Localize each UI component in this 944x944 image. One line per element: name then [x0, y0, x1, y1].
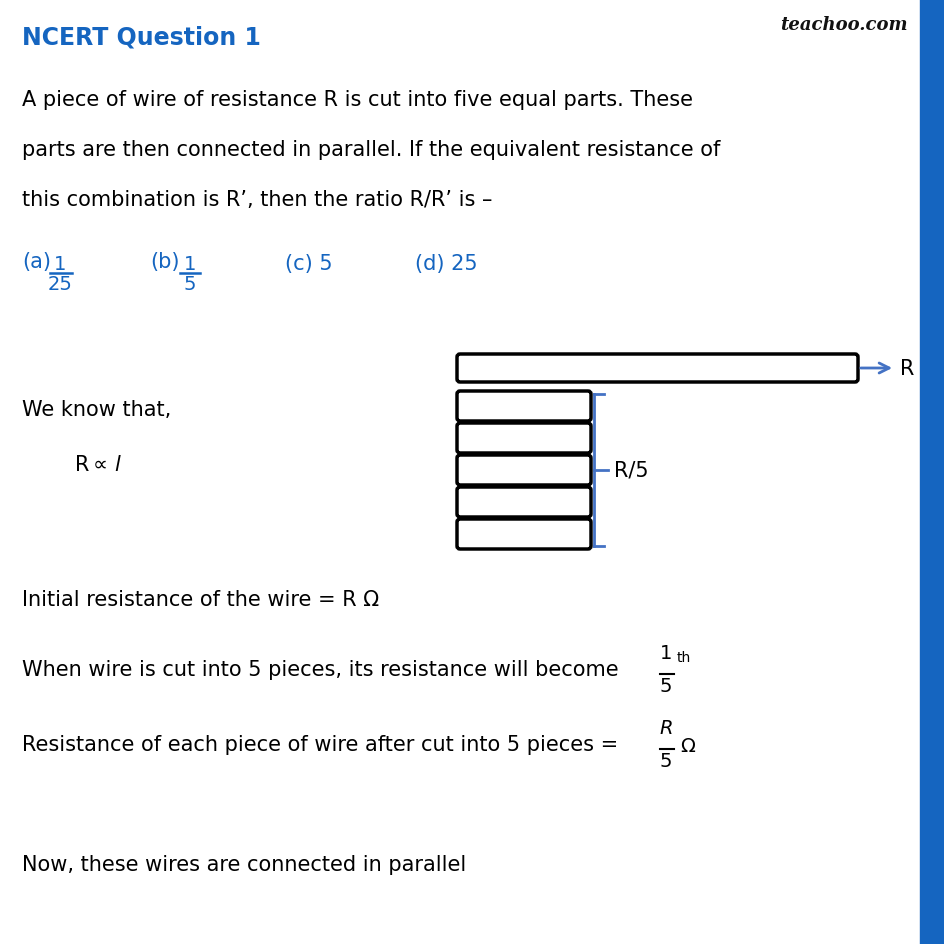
Text: parts are then connected in parallel. If the equivalent resistance of: parts are then connected in parallel. If…	[22, 140, 719, 160]
FancyBboxPatch shape	[457, 487, 590, 517]
FancyBboxPatch shape	[457, 456, 590, 485]
Text: Resistance of each piece of wire after cut into 5 pieces =: Resistance of each piece of wire after c…	[22, 734, 624, 754]
Text: (a): (a)	[22, 252, 51, 272]
Text: 1: 1	[184, 255, 196, 274]
FancyBboxPatch shape	[457, 392, 590, 422]
Text: ∝: ∝	[93, 454, 108, 475]
Text: A piece of wire of resistance R is cut into five equal parts. These: A piece of wire of resistance R is cut i…	[22, 90, 692, 110]
Text: R: R	[75, 454, 96, 475]
Text: 1: 1	[54, 255, 66, 274]
Text: When wire is cut into 5 pieces, its resistance will become: When wire is cut into 5 pieces, its resi…	[22, 659, 625, 680]
Text: 5: 5	[659, 751, 671, 770]
Text: 5: 5	[183, 275, 196, 294]
Text: th: th	[676, 650, 690, 665]
FancyBboxPatch shape	[457, 519, 590, 549]
FancyBboxPatch shape	[457, 355, 857, 382]
Text: (c) 5: (c) 5	[285, 254, 332, 274]
Text: 1: 1	[659, 643, 671, 663]
FancyBboxPatch shape	[457, 424, 590, 453]
Text: l: l	[114, 454, 120, 475]
Text: We know that,: We know that,	[22, 399, 171, 419]
Text: 25: 25	[47, 275, 73, 294]
Text: this combination is R’, then the ratio R/R’ is –: this combination is R’, then the ratio R…	[22, 190, 492, 210]
Text: R/5: R/5	[614, 461, 648, 480]
Text: Initial resistance of the wire = R Ω: Initial resistance of the wire = R Ω	[22, 589, 379, 610]
Bar	[919, 0, 944, 944]
Text: teachoo.com: teachoo.com	[780, 16, 907, 34]
Text: R: R	[659, 718, 672, 737]
Text: NCERT Question 1: NCERT Question 1	[22, 26, 261, 50]
Text: R: R	[899, 359, 914, 379]
Text: Ω: Ω	[680, 736, 694, 756]
Text: (d) 25: (d) 25	[414, 254, 477, 274]
Text: (b): (b)	[150, 252, 179, 272]
Text: Now, these wires are connected in parallel: Now, these wires are connected in parall…	[22, 854, 465, 874]
Text: 5: 5	[659, 676, 671, 696]
